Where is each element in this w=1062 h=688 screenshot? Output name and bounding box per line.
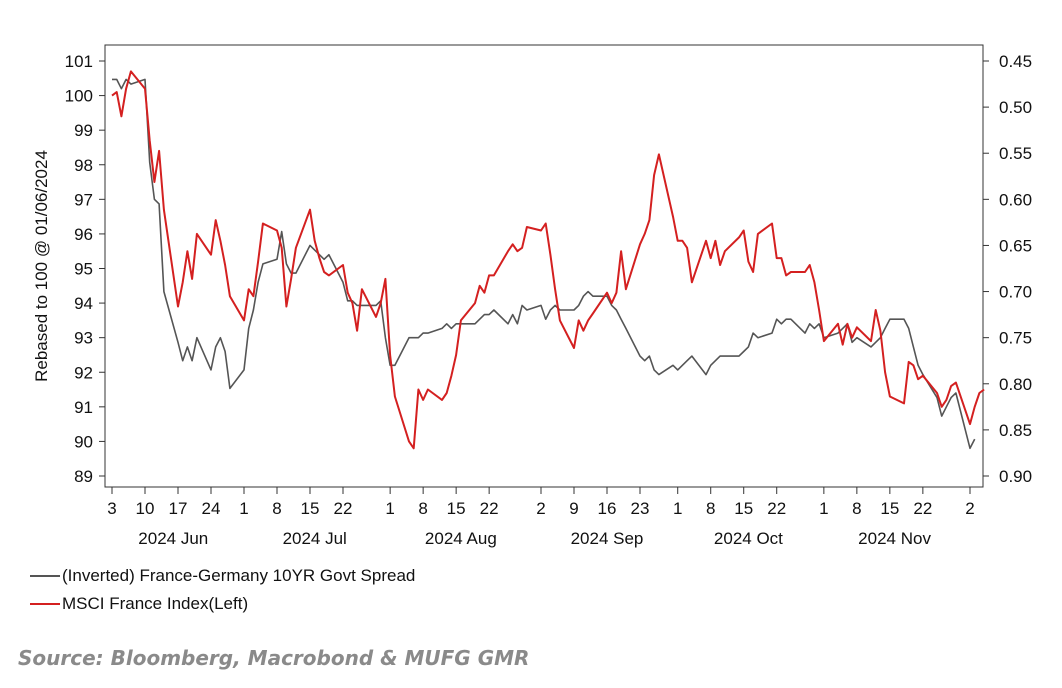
legend-label-msci: MSCI France Index(Left) — [62, 594, 249, 613]
x-tick-label: 22 — [913, 499, 932, 518]
x-month-label: 2024 Nov — [858, 529, 931, 548]
series-line-spread — [112, 78, 976, 450]
y-left-tick-label: 93 — [74, 329, 93, 348]
legend: (Inverted) France-Germany 10YR Govt Spre… — [30, 562, 415, 618]
y-right-tick-label: 0.85 — [999, 421, 1032, 440]
y-right-tick-label: 0.90 — [999, 467, 1032, 486]
y-right-tick-label: 0.50 — [999, 98, 1032, 117]
legend-swatch-spread — [30, 575, 60, 577]
x-month-label: 2024 Aug — [425, 529, 497, 548]
y-right-tick-label: 0.70 — [999, 283, 1032, 302]
y-left-tick-label: 99 — [74, 121, 93, 140]
y-left-tick-label: 98 — [74, 156, 93, 175]
x-tick-label: 15 — [880, 499, 899, 518]
y-left-tick-label: 100 — [65, 87, 93, 106]
legend-label-spread: (Inverted) France-Germany 10YR Govt Spre… — [62, 566, 416, 585]
x-tick-label: 8 — [852, 499, 861, 518]
y-left-tick-label: 97 — [74, 190, 93, 209]
x-tick-label: 24 — [202, 499, 221, 518]
x-tick-label: 15 — [301, 499, 320, 518]
x-tick-label: 22 — [767, 499, 786, 518]
x-month-label: 2024 Oct — [714, 529, 783, 548]
y-left-tick-label: 95 — [74, 260, 93, 279]
x-tick-label: 2 — [965, 499, 974, 518]
x-tick-label: 15 — [734, 499, 753, 518]
legend-item-spread: (Inverted) France-Germany 10YR Govt Spre… — [30, 562, 415, 590]
plot-frame — [104, 44, 984, 488]
source-note: Source: Bloomberg, Macrobond & MUFG GMR — [18, 646, 530, 670]
legend-swatch-msci — [30, 603, 60, 605]
x-tick-label: 22 — [334, 499, 353, 518]
y-right-tick-label: 0.55 — [999, 144, 1032, 163]
x-tick-label: 8 — [418, 499, 427, 518]
y-right-tick-label: 0.80 — [999, 375, 1032, 394]
series-line-msci — [111, 70, 985, 450]
x-tick-label: 16 — [598, 499, 617, 518]
x-tick-label: 3 — [107, 499, 116, 518]
y-left-tick-label: 90 — [74, 432, 93, 451]
x-tick-label: 15 — [447, 499, 466, 518]
y-left-tick-label: 94 — [74, 294, 93, 313]
x-month-label: 2024 Sep — [571, 529, 644, 548]
chart-area: 101 100 99 98 97 96 95 94 93 92 91 90 89 0.45 0.50 0.55… — [32, 44, 1032, 548]
legend-item-msci: MSCI France Index(Left) — [30, 590, 415, 618]
y-left-tick-label: 101 — [65, 52, 93, 71]
y-left-tick-label: 91 — [74, 398, 93, 417]
x-tick-label: 1 — [819, 499, 828, 518]
y-right-tick-label: 0.45 — [999, 52, 1032, 71]
line-chart: 10110099989796959493929190890.450.500.55… — [32, 44, 1032, 548]
y-left-tick-label: 92 — [74, 363, 93, 382]
x-month-label: 2024 Jun — [138, 529, 208, 548]
y-left-tick-label: 89 — [74, 467, 93, 486]
x-tick-label: 22 — [480, 499, 499, 518]
x-tick-label: 23 — [631, 499, 650, 518]
y-left-tick-label: 96 — [74, 225, 93, 244]
x-tick-label: 1 — [239, 499, 248, 518]
y-right-tick-label: 0.75 — [999, 329, 1032, 348]
y-right-tick-label: 0.65 — [999, 236, 1032, 255]
x-month-label: 2024 Jul — [283, 529, 347, 548]
x-tick-label: 9 — [569, 499, 578, 518]
x-tick-label: 17 — [169, 499, 188, 518]
y-right-tick-label: 0.60 — [999, 190, 1032, 209]
y-axis-title: Rebased to 100 @ 01/06/2024 — [32, 150, 51, 382]
x-tick-label: 1 — [673, 499, 682, 518]
x-tick-label: 1 — [385, 499, 394, 518]
x-tick-label: 8 — [706, 499, 715, 518]
x-tick-label: 8 — [272, 499, 281, 518]
x-tick-label: 10 — [136, 499, 155, 518]
x-tick-label: 2 — [536, 499, 545, 518]
